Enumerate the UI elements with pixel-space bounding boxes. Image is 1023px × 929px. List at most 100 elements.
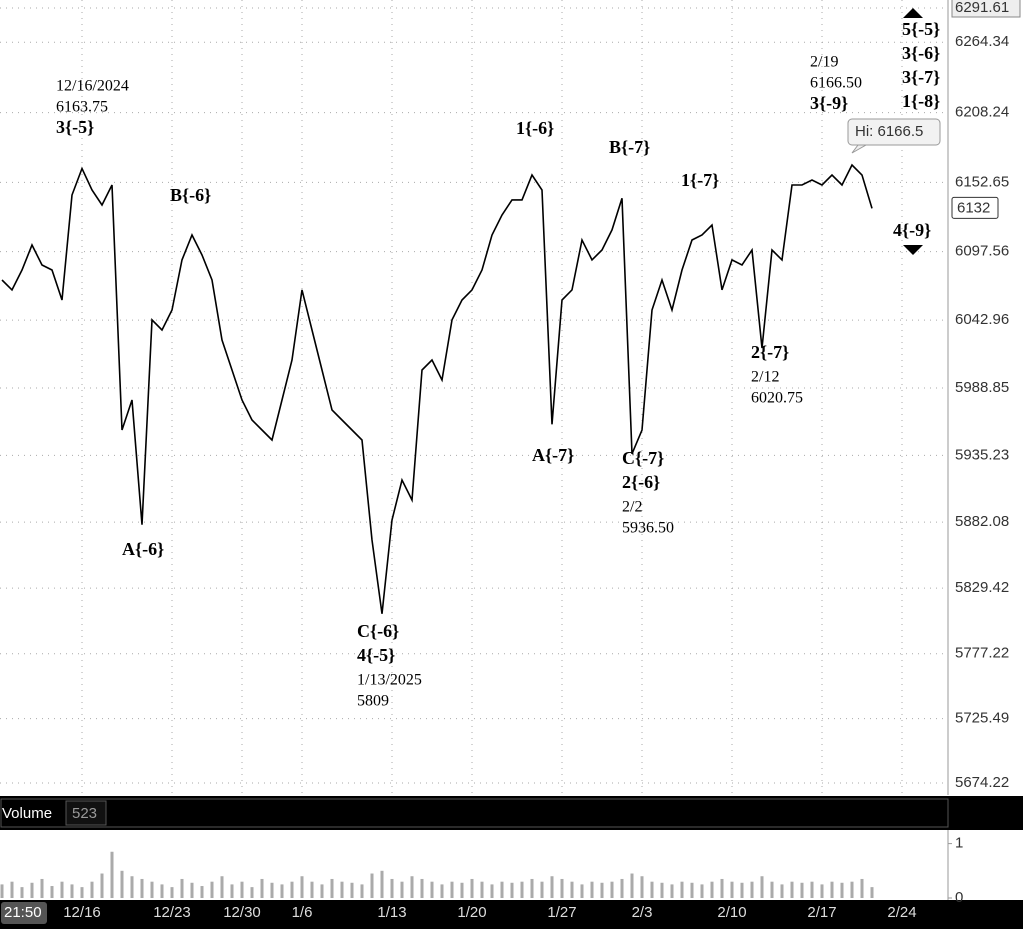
annotation-text: 5809 xyxy=(357,693,389,710)
top-price-box xyxy=(951,0,1021,18)
y-tick-label: 6152.65 xyxy=(955,173,1009,190)
x-tick-label: 1/20 xyxy=(457,904,486,921)
volume-bar xyxy=(490,884,494,898)
volume-bar xyxy=(200,886,204,898)
wave-label: 2{-6} xyxy=(622,472,660,492)
volume-bar xyxy=(320,884,324,898)
wave-label: 3{-5} xyxy=(56,117,94,137)
x-tick-label: 1/6 xyxy=(292,904,313,921)
wave-label: C{-7} xyxy=(622,448,664,468)
volume-bar xyxy=(810,881,814,898)
x-tick-label: 1/13 xyxy=(377,904,406,921)
volume-bar xyxy=(220,876,224,898)
wave-label: 1{-7} xyxy=(681,170,719,190)
y-tick-label: 5882.08 xyxy=(955,513,1009,530)
high-callout-label: Hi: 6166.5 xyxy=(855,123,923,140)
volume-bar xyxy=(140,878,144,898)
volume-bar xyxy=(780,884,784,898)
volume-bar xyxy=(570,881,574,898)
x-tick-label: 12/23 xyxy=(153,904,191,921)
volume-bar xyxy=(230,884,234,898)
volume-bar xyxy=(150,881,154,898)
volume-bar xyxy=(750,881,754,898)
volume-bar xyxy=(840,882,844,898)
volume-bar xyxy=(120,870,124,898)
high-callout xyxy=(847,118,941,146)
x-tick-label: 1/27 xyxy=(547,904,576,921)
volume-bar xyxy=(90,881,94,898)
x-tick-label: 12/16 xyxy=(63,904,101,921)
volume-bar xyxy=(670,884,674,898)
time-box xyxy=(1,902,47,924)
volume-bar xyxy=(660,882,664,898)
volume-bar xyxy=(190,882,194,898)
volume-bar xyxy=(280,884,284,898)
volume-bar xyxy=(620,878,624,898)
y-tick-label: 5777.22 xyxy=(955,645,1009,662)
annotation-text: 6166.50 xyxy=(810,75,862,92)
wave-label: B{-6} xyxy=(170,185,211,205)
arrow-down xyxy=(903,245,923,255)
annotation-text: 1/13/2025 xyxy=(357,672,422,689)
volume-bar xyxy=(430,881,434,898)
last-price-label: 6132 xyxy=(957,199,990,216)
y-tick-label: 5935.23 xyxy=(955,446,1009,463)
volume-bar xyxy=(420,878,424,898)
volume-bar xyxy=(160,884,164,898)
volume-bar xyxy=(350,882,354,898)
volume-bar xyxy=(260,878,264,898)
wave-label: 2{-7} xyxy=(751,342,789,362)
volume-bar xyxy=(510,882,514,898)
wave-label: 1{-6} xyxy=(516,118,554,138)
volume-bar xyxy=(470,878,474,898)
volume-bar xyxy=(210,881,214,898)
x-tick-label: 2/24 xyxy=(887,904,916,921)
volume-bar xyxy=(180,878,184,898)
wave-label: 5{-5} xyxy=(902,19,940,39)
volume-bar xyxy=(80,887,84,898)
x-tick-label: 2/10 xyxy=(717,904,746,921)
volume-bar xyxy=(600,882,604,898)
x-tick-label: 2/3 xyxy=(632,904,653,921)
volume-bar xyxy=(790,881,794,898)
volume-bar xyxy=(800,882,804,898)
volume-bar xyxy=(70,884,74,898)
volume-bar xyxy=(860,878,864,898)
volume-bar xyxy=(740,882,744,898)
volume-value: 523 xyxy=(72,805,97,822)
volume-header-box xyxy=(0,798,949,828)
y-tick-label: 6097.56 xyxy=(955,243,1009,260)
annotation-text: 2/19 xyxy=(810,54,838,71)
volume-bar xyxy=(590,881,594,898)
wave-label: 3{-6} xyxy=(902,43,940,63)
y-tick-label: 5988.85 xyxy=(955,379,1009,396)
volume-bar xyxy=(10,881,14,898)
wave-label: A{-7} xyxy=(532,445,574,465)
volume-bar xyxy=(650,881,654,898)
volume-bar xyxy=(100,873,104,898)
volume-bar xyxy=(560,878,564,898)
volume-bar xyxy=(410,876,414,898)
annotation-text: 6020.75 xyxy=(751,390,803,407)
volume-bar xyxy=(870,887,874,898)
volume-bar xyxy=(640,876,644,898)
wave-label: 3{-7} xyxy=(902,67,940,87)
arrow-up xyxy=(903,8,923,18)
y-tick-label: 6264.34 xyxy=(955,33,1009,50)
volume-bar xyxy=(580,884,584,898)
volume-bar xyxy=(710,881,714,898)
y-tick-label: 6291.61 xyxy=(955,0,1009,16)
volume-tick-label: 0 xyxy=(955,889,963,906)
volume-bar xyxy=(630,873,634,898)
y-tick-label: 6208.24 xyxy=(955,104,1009,121)
volume-bar xyxy=(60,881,64,898)
annotation-text: 2/12 xyxy=(751,369,779,386)
volume-bar xyxy=(760,876,764,898)
x-tick-label: 2/17 xyxy=(807,904,836,921)
volume-bar xyxy=(450,881,454,898)
volume-bar xyxy=(720,878,724,898)
volume-bar xyxy=(730,881,734,898)
volume-bar xyxy=(330,878,334,898)
volume-bar xyxy=(460,882,464,898)
